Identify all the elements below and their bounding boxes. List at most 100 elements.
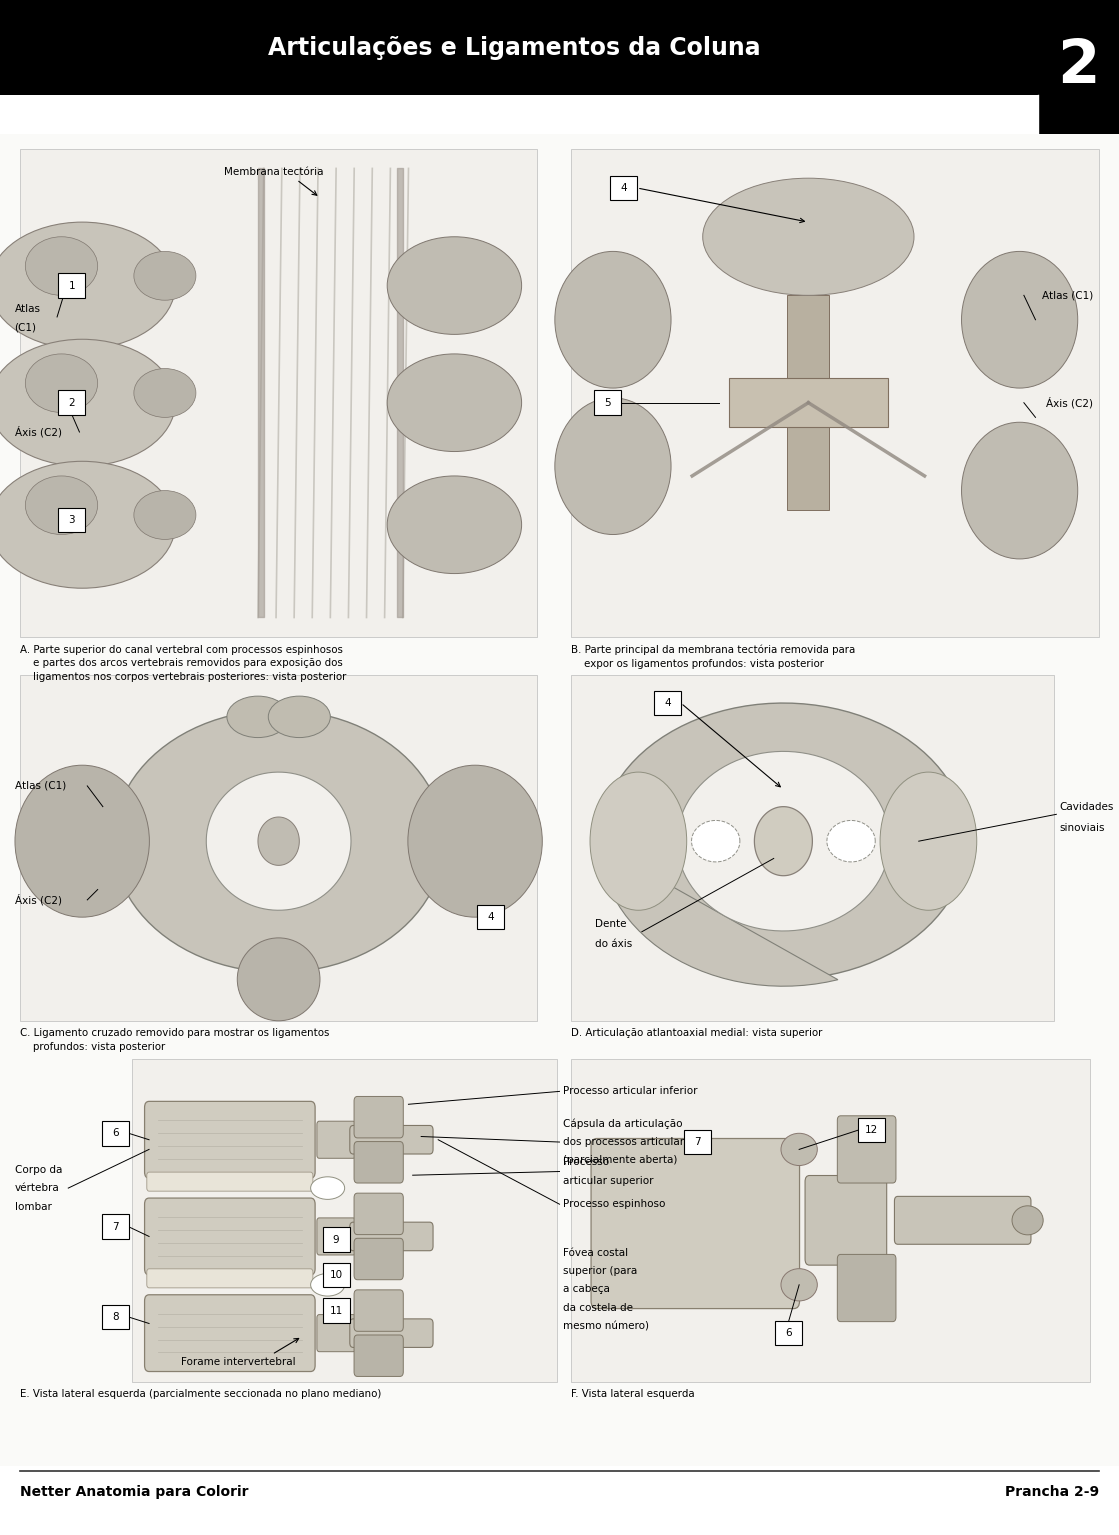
FancyBboxPatch shape xyxy=(837,1116,896,1183)
Text: 2: 2 xyxy=(68,398,75,408)
Text: Atlas: Atlas xyxy=(15,304,40,315)
Ellipse shape xyxy=(880,772,977,910)
Text: Forame intervertebral: Forame intervertebral xyxy=(181,1357,295,1368)
Polygon shape xyxy=(788,295,829,510)
Text: dos processos articulares: dos processos articulares xyxy=(563,1137,696,1147)
Text: mesmo número): mesmo número) xyxy=(563,1322,649,1331)
Text: Cápsula da articulação: Cápsula da articulação xyxy=(563,1119,683,1128)
Text: 10: 10 xyxy=(330,1269,342,1280)
Text: a cabeça: a cabeça xyxy=(563,1285,610,1294)
Bar xyxy=(102,1121,129,1145)
Ellipse shape xyxy=(781,1268,817,1302)
Bar xyxy=(571,149,1099,637)
FancyBboxPatch shape xyxy=(837,1254,896,1322)
Text: Dente: Dente xyxy=(595,919,627,929)
Bar xyxy=(571,675,1054,1021)
Ellipse shape xyxy=(26,476,97,534)
Text: sinoviais: sinoviais xyxy=(1060,823,1106,834)
Text: lombar: lombar xyxy=(15,1202,51,1211)
Polygon shape xyxy=(113,711,444,972)
Ellipse shape xyxy=(1012,1207,1043,1234)
Ellipse shape xyxy=(0,223,176,348)
Text: A. Parte superior do canal vertebral com processos espinhosos
    e partes dos a: A. Parte superior do canal vertebral com… xyxy=(20,645,347,682)
Text: Fóvea costal: Fóvea costal xyxy=(563,1248,628,1257)
Bar xyxy=(0,0,1119,95)
Text: 8: 8 xyxy=(112,1312,119,1322)
Text: (parcialmente aberta): (parcialmente aberta) xyxy=(563,1156,677,1165)
Bar xyxy=(132,1059,557,1382)
Ellipse shape xyxy=(26,355,97,413)
Text: (C1): (C1) xyxy=(15,322,37,333)
FancyBboxPatch shape xyxy=(894,1196,1031,1245)
Bar xyxy=(102,1214,129,1239)
Text: 12: 12 xyxy=(865,1125,878,1134)
Text: Prancha 2-9: Prancha 2-9 xyxy=(1005,1484,1099,1500)
Text: Processo: Processo xyxy=(563,1157,609,1167)
Bar xyxy=(102,1305,129,1329)
Text: Membrana tectória: Membrana tectória xyxy=(225,166,323,177)
Bar xyxy=(653,691,680,715)
Ellipse shape xyxy=(961,252,1078,388)
Polygon shape xyxy=(692,821,740,861)
FancyBboxPatch shape xyxy=(350,1125,433,1154)
Ellipse shape xyxy=(227,697,289,738)
Bar xyxy=(610,175,637,200)
Ellipse shape xyxy=(134,491,196,539)
FancyBboxPatch shape xyxy=(591,1139,800,1308)
Text: Processo articular inferior: Processo articular inferior xyxy=(563,1087,697,1096)
Bar xyxy=(0,134,1119,1466)
Bar xyxy=(477,906,504,930)
FancyBboxPatch shape xyxy=(805,1176,886,1265)
Polygon shape xyxy=(258,817,299,866)
Text: 11: 11 xyxy=(329,1306,342,1315)
Bar xyxy=(58,273,85,298)
Polygon shape xyxy=(827,821,875,861)
Bar xyxy=(322,1228,349,1253)
Text: Cavidades: Cavidades xyxy=(1060,801,1115,812)
FancyBboxPatch shape xyxy=(144,1296,316,1372)
Text: do áxis: do áxis xyxy=(595,939,632,949)
FancyBboxPatch shape xyxy=(354,1289,403,1331)
Bar xyxy=(58,508,85,533)
Ellipse shape xyxy=(387,355,521,451)
Text: E. Vista lateral esquerda (parcialmente seccionada no plano mediano): E. Vista lateral esquerda (parcialmente … xyxy=(20,1389,382,1400)
FancyBboxPatch shape xyxy=(317,1217,356,1256)
Polygon shape xyxy=(754,807,812,875)
Text: 7: 7 xyxy=(112,1222,119,1231)
Bar xyxy=(20,675,537,1021)
Ellipse shape xyxy=(703,178,914,295)
FancyBboxPatch shape xyxy=(354,1096,403,1137)
Text: 4: 4 xyxy=(664,698,670,708)
Polygon shape xyxy=(677,752,890,930)
Text: Atlas (C1): Atlas (C1) xyxy=(1042,290,1093,301)
Text: 6: 6 xyxy=(112,1128,119,1139)
Ellipse shape xyxy=(0,339,176,467)
Text: Áxis (C2): Áxis (C2) xyxy=(15,427,62,437)
Polygon shape xyxy=(600,846,838,985)
Polygon shape xyxy=(206,772,351,910)
FancyBboxPatch shape xyxy=(147,1173,313,1191)
Bar xyxy=(594,390,621,414)
FancyBboxPatch shape xyxy=(350,1222,433,1251)
Bar xyxy=(571,1059,1090,1382)
Text: 6: 6 xyxy=(786,1328,792,1339)
Ellipse shape xyxy=(311,1274,345,1296)
Text: Processo espinhoso: Processo espinhoso xyxy=(563,1199,665,1210)
FancyBboxPatch shape xyxy=(144,1102,316,1179)
Ellipse shape xyxy=(134,252,196,301)
Ellipse shape xyxy=(0,462,176,588)
FancyBboxPatch shape xyxy=(350,1319,433,1348)
Ellipse shape xyxy=(781,1133,817,1165)
Text: 2: 2 xyxy=(1057,37,1100,97)
Bar xyxy=(775,1320,802,1345)
FancyBboxPatch shape xyxy=(144,1197,316,1274)
Polygon shape xyxy=(730,378,887,427)
Bar xyxy=(322,1299,349,1323)
Text: Netter Anatomia para Colorir: Netter Anatomia para Colorir xyxy=(20,1484,248,1500)
Text: Articulações e Ligamentos da Coluna: Articulações e Ligamentos da Coluna xyxy=(269,35,761,60)
Ellipse shape xyxy=(134,368,196,418)
Bar xyxy=(858,1117,885,1142)
Text: B. Parte principal da membrana tectória removida para
    expor os ligamentos pr: B. Parte principal da membrana tectória … xyxy=(571,645,855,669)
Ellipse shape xyxy=(269,697,330,738)
Bar xyxy=(58,390,85,414)
